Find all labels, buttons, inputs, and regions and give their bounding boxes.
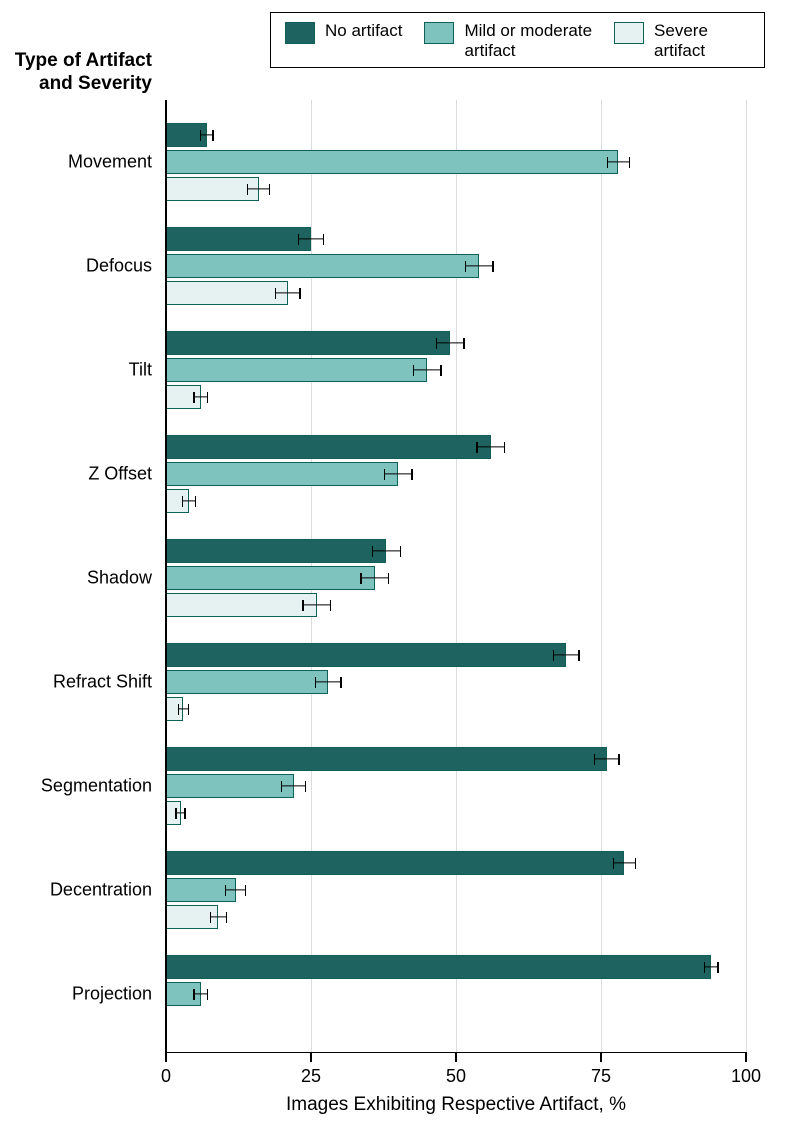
legend-label: Mild or moderate artifact — [464, 21, 592, 60]
bar — [166, 955, 711, 979]
bar — [166, 358, 427, 382]
bar — [166, 177, 259, 201]
bar — [166, 539, 386, 563]
legend-label: Severe artifact — [654, 21, 708, 60]
gridline — [601, 100, 602, 1052]
bar — [166, 851, 624, 875]
legend-item: Mild or moderate artifact — [424, 21, 592, 60]
category-label: Segmentation — [6, 776, 152, 797]
artifact-severity-chart: No artifact Mild or moderate artifact Seve… — [0, 0, 794, 1144]
bar — [166, 643, 566, 667]
category-label: Movement — [6, 152, 152, 173]
x-tick-label: 100 — [731, 1066, 761, 1087]
category-label: Tilt — [6, 360, 152, 381]
bar — [166, 227, 311, 251]
bar — [166, 774, 294, 798]
x-tick — [455, 1052, 457, 1062]
legend-item: Severe artifact — [614, 21, 708, 60]
category-label: Shadow — [6, 568, 152, 589]
category-label: Defocus — [6, 256, 152, 277]
x-tick — [165, 1052, 167, 1062]
x-tick — [600, 1052, 602, 1062]
bar — [166, 435, 491, 459]
legend-swatch — [614, 22, 644, 44]
bar — [166, 670, 328, 694]
bar — [166, 566, 375, 590]
plot-area: 0255075100Images Exhibiting Respective A… — [166, 100, 746, 1052]
bar — [166, 747, 607, 771]
y-axis-line — [165, 100, 167, 1052]
legend-swatch — [285, 22, 315, 44]
y-axis-title: Type of Artifact and Severity — [0, 50, 152, 96]
bar — [166, 489, 189, 513]
x-tick — [310, 1052, 312, 1062]
gridline — [746, 100, 747, 1052]
x-tick-label: 25 — [301, 1066, 321, 1087]
category-label: Projection — [6, 984, 152, 1005]
bar — [166, 281, 288, 305]
bar — [166, 801, 181, 825]
x-axis-line — [165, 1052, 746, 1054]
legend-item: No artifact — [285, 21, 402, 44]
x-axis-title: Images Exhibiting Respective Artifact, % — [166, 1094, 746, 1116]
gridline — [456, 100, 457, 1052]
legend-swatch — [424, 22, 454, 44]
category-label: Refract Shift — [6, 672, 152, 693]
x-tick-label: 0 — [161, 1066, 171, 1087]
bar — [166, 697, 183, 721]
x-tick — [745, 1052, 747, 1062]
bar — [166, 982, 201, 1006]
bar — [166, 254, 479, 278]
category-label: Z Offset — [6, 464, 152, 485]
bar — [166, 385, 201, 409]
bar — [166, 905, 218, 929]
bar — [166, 593, 317, 617]
x-tick-label: 75 — [591, 1066, 611, 1087]
bar — [166, 150, 618, 174]
bar — [166, 878, 236, 902]
bar — [166, 331, 450, 355]
legend-label: No artifact — [325, 21, 402, 41]
category-label: Decentration — [6, 880, 152, 901]
bar — [166, 123, 207, 147]
legend: No artifact Mild or moderate artifact Seve… — [270, 12, 765, 68]
bar — [166, 462, 398, 486]
x-tick-label: 50 — [446, 1066, 466, 1087]
